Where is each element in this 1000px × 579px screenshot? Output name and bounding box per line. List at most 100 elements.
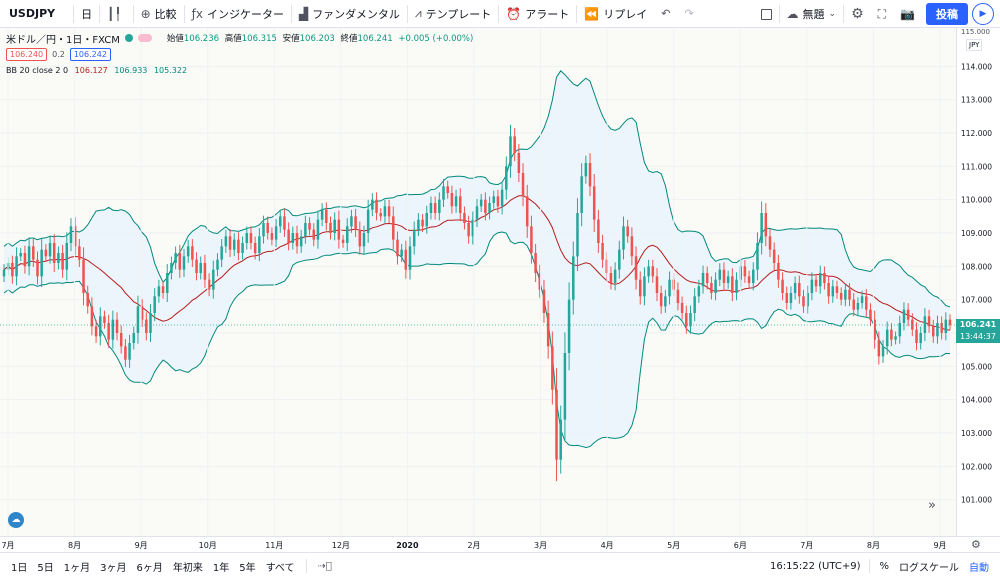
candle[interactable]: [241, 236, 244, 260]
candle[interactable]: [513, 128, 516, 162]
templates-button[interactable]: ⩘ テンプレート: [408, 0, 498, 28]
candle[interactable]: [718, 263, 722, 287]
candle[interactable]: [827, 275, 830, 304]
candle[interactable]: [479, 194, 483, 212]
snapshot-button[interactable]: 📷: [893, 0, 922, 28]
candle[interactable]: [383, 199, 387, 223]
candle[interactable]: [806, 285, 809, 314]
candle[interactable]: [542, 279, 546, 323]
candle[interactable]: [140, 299, 144, 327]
candle[interactable]: [15, 247, 18, 286]
candle[interactable]: [371, 193, 374, 217]
candle[interactable]: [609, 266, 613, 290]
candle[interactable]: [484, 192, 487, 221]
candle[interactable]: [52, 234, 56, 272]
candle[interactable]: [459, 188, 462, 222]
candle[interactable]: [94, 319, 98, 343]
candle[interactable]: [944, 312, 948, 341]
alert-button[interactable]: ⏰ アラート: [499, 0, 576, 28]
candle[interactable]: [270, 227, 274, 246]
candle[interactable]: [446, 180, 449, 199]
candle[interactable]: [178, 244, 182, 278]
candle[interactable]: [785, 286, 789, 310]
candle[interactable]: [852, 293, 855, 317]
candle[interactable]: [438, 192, 441, 221]
candle[interactable]: [366, 199, 370, 243]
candle[interactable]: [417, 213, 420, 237]
candle[interactable]: [396, 231, 399, 265]
price-chart[interactable]: [0, 28, 956, 536]
candle[interactable]: [161, 280, 165, 299]
candle[interactable]: [634, 246, 638, 290]
candle[interactable]: [555, 368, 558, 482]
candle[interactable]: [207, 273, 211, 297]
candle[interactable]: [525, 184, 529, 238]
candle[interactable]: [848, 283, 851, 307]
candle[interactable]: [253, 236, 257, 260]
candle[interactable]: [714, 272, 717, 301]
candle[interactable]: [685, 305, 688, 334]
candle[interactable]: [40, 239, 43, 287]
layout-select-button[interactable]: [754, 0, 779, 28]
candle[interactable]: [325, 202, 328, 231]
replay-button[interactable]: ⏪ リプレイ: [577, 0, 654, 28]
candle[interactable]: [463, 206, 466, 230]
candle[interactable]: [316, 210, 320, 249]
candle[interactable]: [885, 321, 889, 355]
candle[interactable]: [199, 256, 202, 280]
bollinger-upper-line[interactable]: [3, 70, 951, 308]
candle[interactable]: [798, 275, 801, 304]
fullscreen-button[interactable]: ⛶: [871, 0, 893, 28]
candle[interactable]: [764, 203, 768, 247]
candle[interactable]: [881, 339, 885, 363]
candle[interactable]: [11, 255, 14, 284]
candle[interactable]: [517, 144, 521, 182]
candle[interactable]: [492, 190, 495, 209]
candle[interactable]: [149, 304, 152, 342]
buy-button[interactable]: 106.242: [69, 48, 111, 61]
candle[interactable]: [802, 289, 805, 313]
candle[interactable]: [73, 217, 77, 256]
candle[interactable]: [224, 229, 228, 253]
candle[interactable]: [412, 221, 416, 255]
candle[interactable]: [61, 244, 64, 278]
candle[interactable]: [613, 262, 617, 291]
candle[interactable]: [362, 225, 366, 254]
candle[interactable]: [919, 326, 922, 350]
candle[interactable]: [835, 280, 839, 299]
candle[interactable]: [279, 209, 282, 233]
candle[interactable]: [375, 192, 378, 221]
candle[interactable]: [906, 303, 910, 327]
candle[interactable]: [655, 268, 659, 302]
save-layout-button[interactable]: ☁ 無題 ⌄: [780, 0, 844, 28]
candle[interactable]: [186, 239, 190, 263]
candle[interactable]: [295, 225, 299, 254]
candle[interactable]: [676, 282, 680, 311]
candle[interactable]: [584, 155, 588, 184]
candle[interactable]: [538, 264, 542, 298]
candle[interactable]: [647, 259, 650, 283]
candle[interactable]: [865, 289, 868, 317]
candle[interactable]: [697, 279, 701, 303]
candle[interactable]: [48, 235, 52, 264]
currency-badge[interactable]: JPY: [966, 39, 983, 51]
candle[interactable]: [927, 309, 931, 333]
candle[interactable]: [710, 276, 713, 300]
candle[interactable]: [689, 305, 692, 334]
candle[interactable]: [157, 279, 161, 303]
candle[interactable]: [86, 285, 89, 314]
candle[interactable]: [831, 279, 835, 303]
candle[interactable]: [735, 272, 738, 301]
settings-button[interactable]: ⚙: [844, 0, 871, 28]
candle[interactable]: [793, 276, 797, 300]
candle[interactable]: [622, 216, 625, 260]
candle[interactable]: [471, 211, 475, 245]
candle[interactable]: [283, 209, 286, 237]
candle[interactable]: [220, 239, 223, 267]
candle[interactable]: [731, 268, 734, 302]
candle[interactable]: [940, 316, 943, 340]
candle[interactable]: [291, 226, 295, 250]
range-1y[interactable]: 1年: [212, 562, 230, 574]
candle[interactable]: [23, 245, 27, 274]
range-5d[interactable]: 5日: [37, 562, 54, 574]
